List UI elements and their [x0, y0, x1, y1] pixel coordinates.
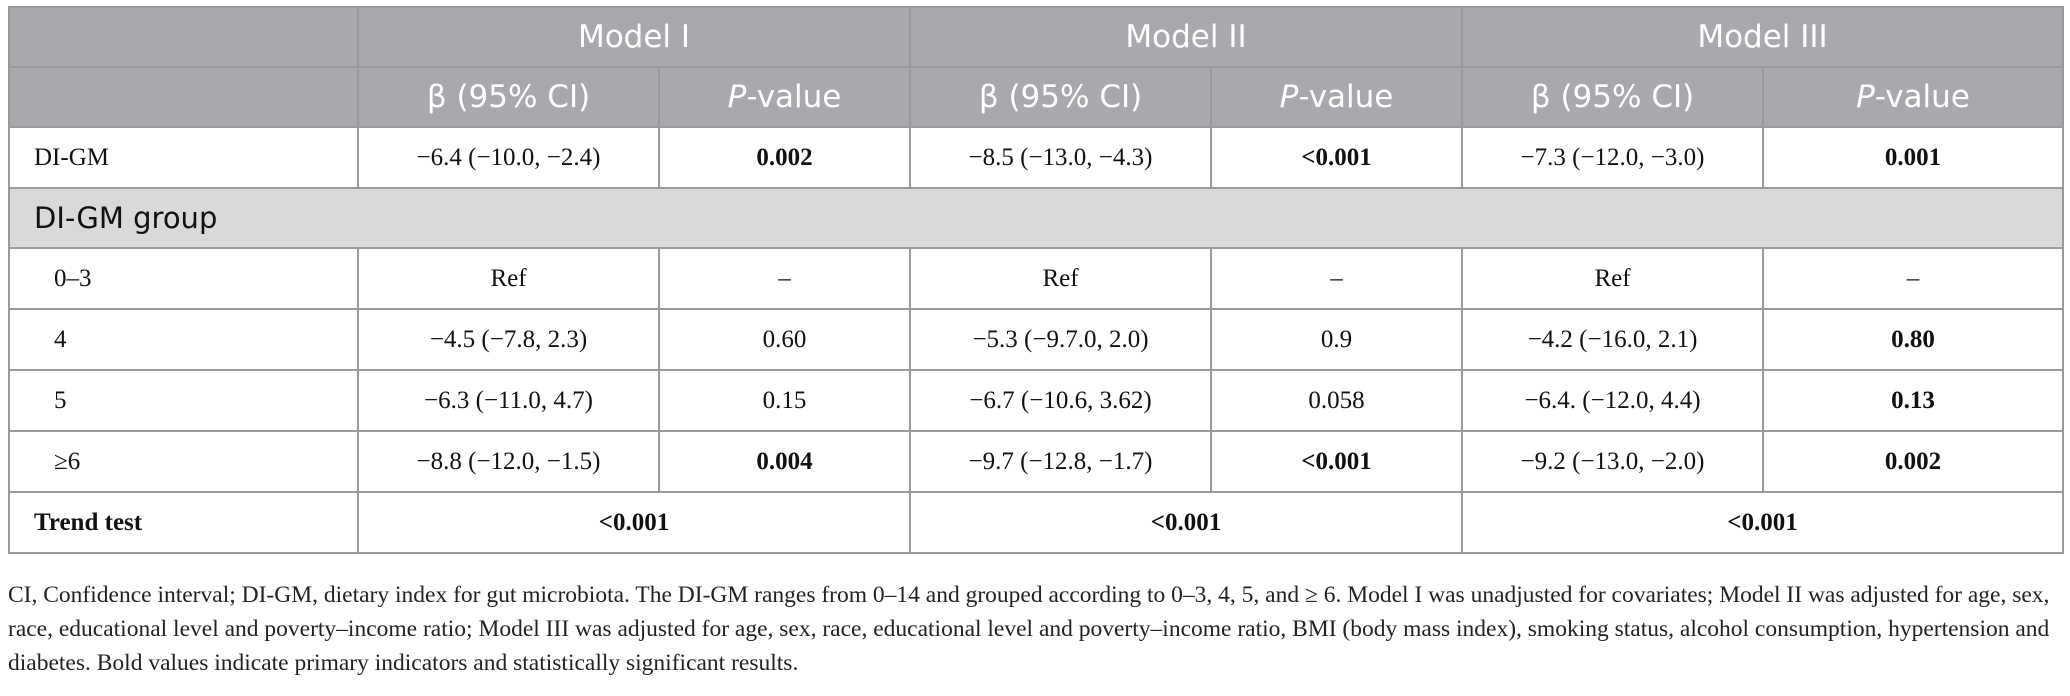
- trend-model-2: <0.001: [909, 491, 1464, 554]
- trend-model-1: <0.001: [356, 491, 912, 554]
- pvalue-cell: 0.002: [1762, 430, 2065, 493]
- beta-cell: Ref: [357, 247, 660, 310]
- results-table: Model I Model II Model III β (95% CI) P-…: [7, 6, 2065, 554]
- header-beta-1: β (95% CI): [357, 66, 660, 128]
- header-beta-2: β (95% CI): [909, 66, 1213, 128]
- beta-cell: −8.8 (−12.0, −1.5): [357, 430, 660, 493]
- pvalue-cell: 0.9: [1210, 308, 1464, 371]
- group-row: DI-GM group: [7, 187, 2065, 249]
- row-label: ≥6: [8, 430, 359, 493]
- beta-cell: −6.4 (−10.0, −2.4): [357, 126, 660, 189]
- header-corner-2: [8, 66, 359, 128]
- results-table-container: Model I Model II Model III β (95% CI) P-…: [7, 6, 2065, 554]
- row-label: 4: [8, 308, 359, 371]
- header-model-3: Model III: [1461, 6, 2065, 68]
- pvalue-cell: 0.13: [1762, 369, 2065, 432]
- pvalue-cell: –: [1210, 247, 1464, 310]
- table-row: 5 −6.3 (−11.0, 4.7) 0.15 −6.7 (−10.6, 3.…: [8, 369, 2065, 432]
- header-model-2: Model II: [909, 6, 1464, 68]
- beta-cell: −4.2 (−16.0, 2.1): [1461, 308, 1765, 371]
- pvalue-cell: <0.001: [1210, 126, 1464, 189]
- header-pvalue-3: P-value: [1762, 66, 2065, 128]
- header-row-columns: β (95% CI) P-value β (95% CI) P-value β …: [8, 66, 2065, 128]
- trend-label: Trend test: [8, 491, 359, 554]
- pvalue-cell: 0.80: [1762, 308, 2065, 371]
- header-model-1: Model I: [356, 6, 912, 68]
- table-row: DI-GM −6.4 (−10.0, −2.4) 0.002 −8.5 (−13…: [8, 126, 2065, 189]
- trend-model-3: <0.001: [1461, 491, 2065, 554]
- pvalue-cell: –: [1762, 247, 2065, 310]
- table-row: 0–3 Ref – Ref – Ref –: [8, 247, 2065, 310]
- pvalue-cell: 0.058: [1210, 369, 1464, 432]
- beta-cell: −4.5 (−7.8, 2.3): [357, 308, 660, 371]
- pvalue-cell: 0.004: [657, 430, 912, 493]
- pvalue-cell: –: [657, 247, 912, 310]
- row-label: 5: [8, 369, 359, 432]
- pvalue-cell: 0.001: [1762, 126, 2065, 189]
- header-corner: [8, 6, 359, 68]
- table-footnote: CI, Confidence interval; DI-GM, dietary …: [8, 582, 2050, 676]
- pvalue-cell: 0.60: [657, 308, 912, 371]
- beta-cell: −9.7 (−12.8, −1.7): [909, 430, 1213, 493]
- header-pvalue-1: P-value: [657, 66, 912, 128]
- row-label: 0–3: [8, 247, 359, 310]
- trend-row: Trend test <0.001 <0.001 <0.001: [8, 491, 2065, 554]
- beta-cell: −6.4. (−12.0, 4.4): [1461, 369, 1765, 432]
- beta-cell: −6.3 (−11.0, 4.7): [357, 369, 660, 432]
- table-row: 4 −4.5 (−7.8, 2.3) 0.60 −5.3 (−9.7.0, 2.…: [8, 308, 2065, 371]
- row-label: DI-GM: [8, 126, 359, 189]
- header-beta-3: β (95% CI): [1461, 66, 1765, 128]
- group-label: DI-GM group: [7, 187, 2065, 249]
- table-row: ≥6 −8.8 (−12.0, −1.5) 0.004 −9.7 (−12.8,…: [8, 430, 2065, 493]
- beta-cell: −5.3 (−9.7.0, 2.0): [909, 308, 1213, 371]
- beta-cell: Ref: [1461, 247, 1765, 310]
- pvalue-cell: 0.15: [657, 369, 912, 432]
- pvalue-cell: 0.002: [657, 126, 912, 189]
- beta-cell: −6.7 (−10.6, 3.62): [909, 369, 1213, 432]
- pvalue-cell: <0.001: [1210, 430, 1464, 493]
- beta-cell: −8.5 (−13.0, −4.3): [909, 126, 1213, 189]
- beta-cell: −7.3 (−12.0, −3.0): [1461, 126, 1765, 189]
- header-row-models: Model I Model II Model III: [8, 6, 2065, 68]
- beta-cell: −9.2 (−13.0, −2.0): [1461, 430, 1765, 493]
- beta-cell: Ref: [909, 247, 1213, 310]
- header-pvalue-2: P-value: [1210, 66, 1464, 128]
